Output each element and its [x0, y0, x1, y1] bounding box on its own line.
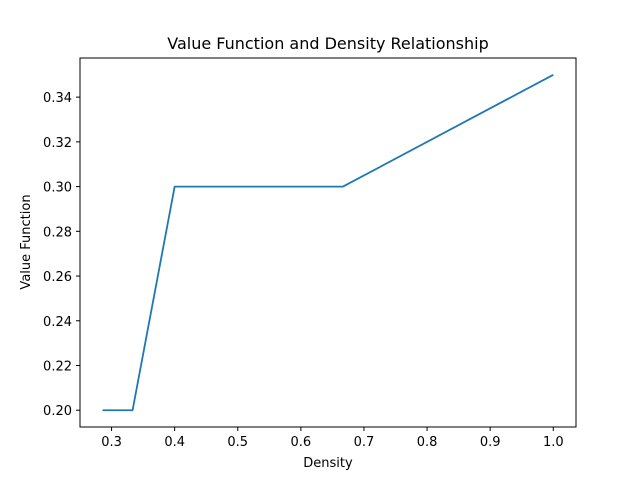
x-tick-label: 0.5 [227, 435, 248, 450]
y-tick-label: 0.30 [43, 181, 72, 196]
x-tick-label: 0.4 [164, 435, 185, 450]
x-tick-label: 1.0 [543, 435, 564, 450]
y-tick-label: 0.34 [43, 91, 72, 106]
series-layer [102, 73, 554, 412]
x-tick-label: 0.8 [417, 435, 438, 450]
x-axis-label: Density [303, 456, 353, 471]
x-tick-label: 0.9 [480, 435, 501, 450]
y-tick-label: 0.28 [43, 225, 72, 240]
x-tick-label: 0.7 [354, 435, 375, 450]
y-tick-label: 0.32 [43, 136, 72, 151]
plot-frame [79, 57, 577, 428]
y-tick-label: 0.22 [43, 360, 72, 375]
y-axis-label: Value Function [19, 194, 34, 289]
x-axis-ticks: 0.3 0.4 0.5 0.6 0.7 0.8 0.9 1.0 [101, 427, 564, 450]
x-tick-label: 0.3 [101, 435, 122, 450]
x-tick-label: 0.6 [291, 435, 312, 450]
y-tick-label: 0.24 [43, 315, 72, 330]
chart-title: Value Function and Density Relationship [167, 34, 488, 53]
y-tick-label: 0.26 [43, 270, 72, 285]
y-tick-label: 0.20 [43, 404, 72, 419]
y-axis-ticks: 0.20 0.22 0.24 0.26 0.28 0.30 0.32 0.34 [43, 91, 80, 419]
series-line-0 [102, 73, 554, 412]
